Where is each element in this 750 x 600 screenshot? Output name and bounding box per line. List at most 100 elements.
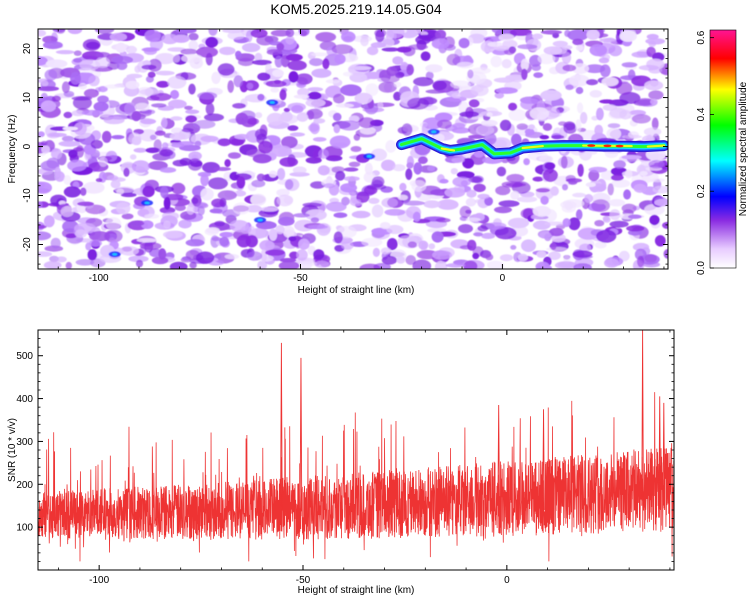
snr-peaks (280, 330, 666, 511)
colorbar-tick-label: 0.2 (696, 184, 707, 198)
noise-blob (197, 91, 218, 100)
noise-blob (572, 192, 586, 198)
x-tick-label: 0 (504, 575, 510, 586)
noise-blob (523, 158, 530, 166)
noise-blob (75, 259, 95, 266)
noise-blob (279, 89, 287, 101)
noise-blob (508, 102, 518, 111)
noise-blob (298, 238, 310, 250)
noise-blob (535, 188, 551, 193)
noise-blob (491, 137, 512, 151)
noise-blob (585, 182, 596, 188)
noise-blob (602, 215, 610, 222)
y-tick-label: 100 (16, 523, 33, 534)
noise-blob (128, 132, 142, 145)
noise-blob (67, 29, 83, 35)
noise-blob (638, 64, 660, 71)
noise-blob (333, 212, 348, 218)
noise-blob (97, 95, 109, 104)
noise-blob (604, 258, 619, 268)
noise-blob (392, 56, 404, 65)
noise-blob (43, 261, 62, 269)
noise-blob (471, 67, 491, 74)
noise-blob (312, 137, 327, 142)
noise-blob (144, 29, 161, 43)
noise-blob (463, 260, 478, 269)
noise-blob (135, 259, 144, 268)
noise-blob (187, 158, 203, 171)
noise-blob (205, 36, 219, 48)
noise-blob (418, 156, 428, 164)
noise-blob (205, 227, 220, 234)
noise-blob (634, 248, 647, 261)
noise-blob (403, 200, 425, 206)
noise-blob (289, 172, 310, 177)
noise-blob (41, 80, 49, 87)
noise-blob (577, 163, 584, 177)
noise-blob (607, 183, 614, 196)
noise-blob (214, 220, 226, 227)
noise-blob (311, 68, 332, 78)
noise-blob (38, 86, 59, 92)
noise-blob (562, 184, 568, 191)
spectrogram-x-label: Height of straight line (km) (298, 285, 415, 296)
noise-blob (159, 149, 174, 157)
noise-blob (370, 148, 387, 161)
noise-blob (131, 110, 142, 122)
noise-blob (462, 157, 475, 169)
noise-blob (607, 123, 621, 129)
noise-blob (217, 63, 235, 76)
noise-blob (633, 183, 647, 193)
ridge-peak-spot (615, 144, 624, 148)
noise-blob (364, 162, 373, 175)
noise-blob (169, 261, 188, 269)
noise-blob (317, 165, 330, 176)
noise-blob (266, 49, 283, 56)
noise-blob (588, 169, 600, 182)
noise-blob (48, 132, 67, 137)
noise-blob (50, 148, 62, 160)
noise-blob (333, 124, 341, 134)
noise-blob (584, 64, 606, 74)
noise-blob (136, 238, 157, 243)
noise-blob (540, 89, 562, 101)
noise-blob (38, 224, 47, 229)
noise-blob (299, 30, 308, 37)
noise-blob (151, 103, 167, 108)
noise-blob (129, 221, 145, 226)
noise-blob (451, 157, 465, 164)
noise-blob (662, 221, 668, 229)
noise-blob (628, 214, 642, 219)
noise-blob (104, 84, 122, 89)
noise-blob (484, 196, 493, 206)
noise-blob (105, 217, 122, 231)
noise-blob (571, 63, 590, 74)
noise-blob (618, 250, 630, 262)
noise-blob (45, 59, 68, 68)
noise-blob (191, 197, 199, 204)
noise-blob (452, 176, 472, 187)
noise-blob (524, 128, 535, 136)
noise-blob (552, 40, 568, 47)
noise-blob (77, 201, 94, 207)
noise-blob (293, 31, 300, 36)
noise-blob (621, 134, 643, 139)
noise-blob (163, 196, 171, 210)
noise-blob (361, 237, 383, 247)
noise-blob (539, 231, 552, 239)
noise-blob (171, 182, 186, 195)
noise-blob (577, 102, 584, 114)
noise-blob (194, 140, 202, 147)
ridge-peak-spot (603, 144, 612, 148)
colorbar-tick-label: 0.4 (696, 107, 707, 121)
noise-blob (467, 69, 474, 79)
noise-blob (540, 195, 549, 205)
noise-blob (521, 68, 528, 81)
noise-blob (567, 29, 589, 41)
noise-blob (386, 29, 405, 39)
noise-blob (278, 216, 295, 226)
hotspot-core (269, 101, 275, 104)
noise-blob (529, 107, 550, 120)
noise-blob (90, 139, 103, 149)
noise-blob (145, 147, 160, 154)
